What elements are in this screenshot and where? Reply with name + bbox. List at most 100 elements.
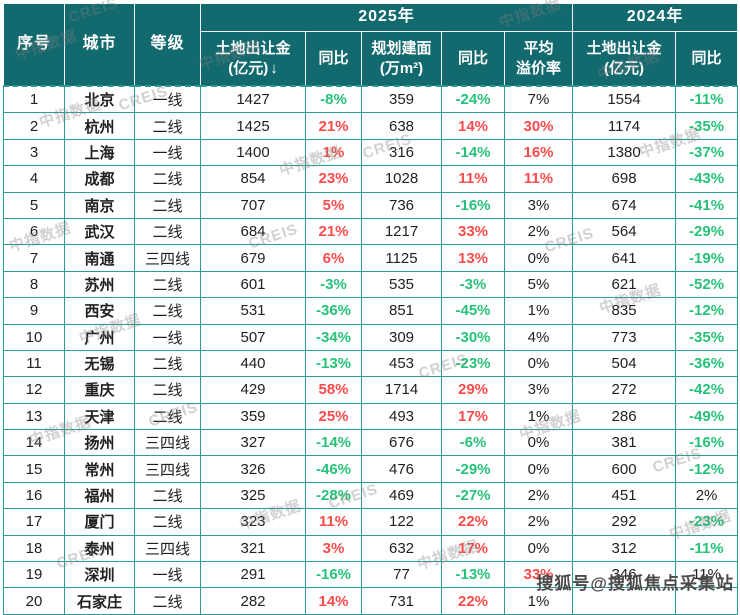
city-name: 厦门 xyxy=(64,508,135,536)
avg-premium-label-line2: 溢价率 xyxy=(516,59,562,77)
land-fee-2024-yoy: -41% xyxy=(675,191,739,219)
land-fee-2025-yoy: -3% xyxy=(305,270,362,299)
row-index: 2 xyxy=(3,112,65,140)
row-index: 11 xyxy=(3,349,65,378)
table-row: 4 成都 二线 854 23% 1028 11% 11% 698 -43% xyxy=(3,165,739,193)
land-fee-2024-yoy: -19% xyxy=(675,244,739,272)
planned-area: 476 xyxy=(361,455,442,483)
land-fee-2025: 684 xyxy=(200,217,306,246)
planned-area: 632 xyxy=(361,534,442,563)
table-row: 15 常州 三四线 326 -46% 476 -29% 0% 600 -12% xyxy=(3,455,739,483)
land-fee-2025-yoy: -34% xyxy=(305,323,362,351)
col-header-yoy-area: 同比 xyxy=(441,31,505,87)
avg-premium-rate: 5% xyxy=(503,270,574,299)
table-row: 19 深圳 一线 291 -16% 77 -13% 33% 346 11% xyxy=(3,561,739,589)
row-index: 13 xyxy=(3,402,65,431)
col-header-land-fee-2024: 土地出让金 (亿元) xyxy=(572,31,677,87)
planned-area: 731 xyxy=(361,587,442,615)
land-fee-2024-yoy: -35% xyxy=(675,112,739,140)
planned-area-yoy: -6% xyxy=(441,429,505,457)
avg-premium-rate: 2% xyxy=(503,481,574,510)
land-fee-2024: 600 xyxy=(572,455,677,483)
city-name: 武汉 xyxy=(64,217,135,246)
city-tier: 二线 xyxy=(134,112,201,140)
planned-area: 736 xyxy=(361,191,442,219)
land-fee-2024 xyxy=(572,587,677,615)
planned-area: 453 xyxy=(361,349,442,378)
land-fee-2025: 282 xyxy=(200,587,306,615)
group-header-2025: 2025年 xyxy=(199,3,574,32)
row-index: 14 xyxy=(3,429,65,457)
city-tier: 三四线 xyxy=(134,534,201,563)
planned-area: 638 xyxy=(361,112,442,140)
land-fee-2025-yoy: 1% xyxy=(305,138,362,167)
land-fee-2024: 1380 xyxy=(572,138,677,167)
avg-premium-rate: 0% xyxy=(503,455,574,483)
land-fee-2024-yoy: -16% xyxy=(675,429,739,457)
col-header-city: 城市 xyxy=(64,3,135,87)
planned-area-yoy: -24% xyxy=(441,85,505,114)
land-fee-2024-yoy: -37% xyxy=(675,138,739,167)
city-tier: 二线 xyxy=(134,481,201,510)
city-name: 上海 xyxy=(64,138,135,167)
land-fee-2024-yoy: -11% xyxy=(675,85,739,114)
city-name: 泰州 xyxy=(64,534,135,563)
table-row: 12 重庆 二线 429 58% 1714 29% 3% 272 -42% xyxy=(3,376,739,404)
planned-area: 1028 xyxy=(361,165,442,193)
land-fee-2024: 641 xyxy=(572,244,677,272)
avg-premium-rate: 2% xyxy=(503,508,574,536)
land-fee-2025: 1425 xyxy=(200,112,306,140)
planned-area-yoy: 13% xyxy=(441,244,505,272)
city-tier: 二线 xyxy=(134,508,201,536)
land-fee-2025: 291 xyxy=(200,561,306,589)
row-index: 19 xyxy=(3,561,65,589)
land-fee-2025: 601 xyxy=(200,270,306,299)
city-name: 南京 xyxy=(64,191,135,219)
planned-area-yoy: -16% xyxy=(441,191,505,219)
city-name: 扬州 xyxy=(64,429,135,457)
land-fee-2025: 359 xyxy=(200,402,306,431)
land-fee-2025: 326 xyxy=(200,455,306,483)
land-fee-2025-yoy: 25% xyxy=(305,402,362,431)
city-tier: 二线 xyxy=(134,349,201,378)
land-fee-2024: 346 xyxy=(572,561,677,589)
avg-premium-rate: 11% xyxy=(503,165,574,193)
avg-premium-label-line1: 平均 xyxy=(523,40,554,57)
land-fee-2025: 1427 xyxy=(200,85,306,114)
table-header: 序号 城市 等级 2025年 2024年 土地出让金 (亿元) ↓ 同比 规划建面… xyxy=(3,3,739,87)
col-header-yoy-fee-2025: 同比 xyxy=(305,31,362,87)
row-index: 5 xyxy=(3,191,65,219)
planned-area: 77 xyxy=(361,561,442,589)
planned-area-yoy: 11% xyxy=(441,165,505,193)
table-row: 10 广州 一线 507 -34% 309 -30% 4% 773 -35% xyxy=(3,323,739,351)
land-fee-2025-yoy: 21% xyxy=(305,112,362,140)
city-name: 深圳 xyxy=(64,561,135,589)
land-fee-2024: 286 xyxy=(572,402,677,431)
land-fee-2025: 321 xyxy=(200,534,306,563)
land-fee-2025-yoy: 11% xyxy=(305,508,362,536)
avg-premium-rate: 2% xyxy=(503,217,574,246)
land-fee-2025-yoy: -36% xyxy=(305,297,362,325)
table-row: 14 扬州 三四线 327 -14% 676 -6% 0% 381 -16% xyxy=(3,429,739,457)
avg-premium-rate: 3% xyxy=(503,191,574,219)
land-fee-2024: 773 xyxy=(572,323,677,351)
city-name: 广州 xyxy=(64,323,135,351)
sort-descending-icon: ↓ xyxy=(270,59,278,77)
planned-area: 316 xyxy=(361,138,442,167)
land-fee-2025: 531 xyxy=(200,297,306,325)
table-row: 17 厦门 二线 323 11% 122 22% 2% 292 -23% xyxy=(3,508,739,536)
land-fee-2024: 1174 xyxy=(572,112,677,140)
row-index: 7 xyxy=(3,244,65,272)
avg-premium-rate: 0% xyxy=(503,349,574,378)
city-name: 天津 xyxy=(64,402,135,431)
land-fee-2024-yoy: -23% xyxy=(675,508,739,536)
land-fee-2024-yoy: -42% xyxy=(675,376,739,404)
city-tier: 三四线 xyxy=(134,455,201,483)
planned-area-yoy: 33% xyxy=(441,217,505,246)
city-tier: 二线 xyxy=(134,270,201,299)
planned-area-yoy: 22% xyxy=(441,587,505,615)
land-sales-table: 序号 城市 等级 2025年 2024年 土地出让金 (亿元) ↓ 同比 规划建面… xyxy=(3,3,739,615)
land-fee-2024-yoy: -52% xyxy=(675,270,739,299)
planned-area: 469 xyxy=(361,481,442,510)
land-fee-2025-yoy: 14% xyxy=(305,587,362,615)
